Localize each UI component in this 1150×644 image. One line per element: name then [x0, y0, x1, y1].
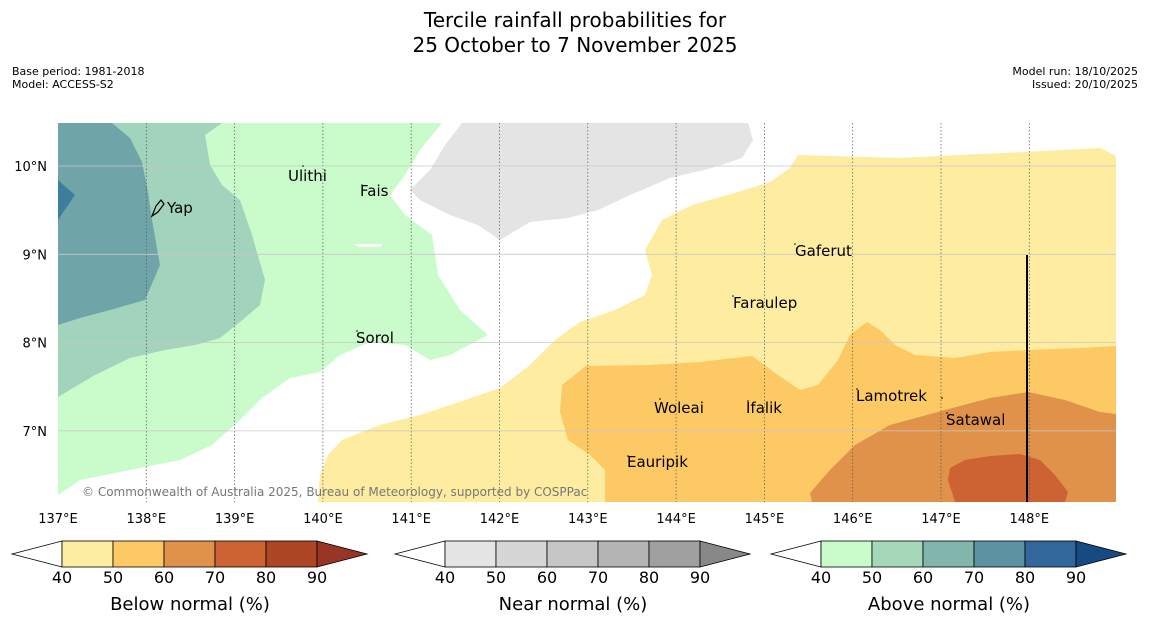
- place-yap: Yap: [166, 199, 193, 217]
- colorbar-tick-label: 50: [103, 568, 123, 587]
- probability-fields: Yap Ulithi Fais Sorol Gaferut Faraulep W…: [58, 123, 1116, 502]
- place-fais: Fais: [360, 182, 389, 200]
- run-info: Model run: 18/10/2025 Issued: 20/10/2025: [1012, 65, 1138, 91]
- below-70-region: [948, 454, 1068, 502]
- lon-tick-label: 140°E: [303, 512, 343, 527]
- lon-tick-label: 143°E: [568, 512, 608, 527]
- colorbar-segment: [597, 540, 650, 568]
- colorbar-tick-label: 50: [486, 568, 506, 587]
- base-period: Base period: 1981-2018: [12, 65, 145, 78]
- colorbar-tick-label: 40: [52, 568, 72, 587]
- colorbar-tick-label: 60: [154, 568, 174, 587]
- colorbar-tick-label: 70: [964, 568, 984, 587]
- colorbar-tick-label: 90: [307, 568, 327, 587]
- islet-blank: [355, 244, 383, 247]
- lon-tick-label: 139°E: [215, 512, 255, 527]
- model-name: Model: ACCESS-S2: [12, 78, 114, 91]
- base-info: Base period: 1981-2018 Model: ACCESS-S2: [12, 65, 144, 91]
- lon-tick-label: 138°E: [127, 512, 167, 527]
- lat-tick-label: 8°N: [23, 337, 48, 352]
- issued-date: Issued: 20/10/2025: [1031, 78, 1138, 91]
- near-40-region: [410, 123, 753, 240]
- lon-tick-label: 147°E: [921, 512, 961, 527]
- place-woleai: Woleai: [654, 399, 704, 417]
- place-ifalik: Ifalik: [746, 399, 782, 417]
- colorbar-segment: [112, 540, 165, 568]
- colorbar-tick-label: 90: [690, 568, 710, 587]
- title-line-1: Tercile rainfall probabilities for: [423, 8, 727, 32]
- colorbar-segment: [820, 540, 873, 568]
- lat-tick-label: 9°N: [23, 248, 48, 263]
- colorbar-tick-label: 40: [811, 568, 831, 587]
- place-gaferut: Gaferut: [795, 242, 852, 260]
- above-70-region: [58, 180, 75, 220]
- place-ulithi: Ulithi: [288, 167, 327, 185]
- colorbar-segment: [214, 540, 267, 568]
- place-satawal: Satawal: [946, 411, 1005, 429]
- colorbar-segment: [444, 540, 497, 568]
- place-eauripik: Eauripik: [627, 453, 688, 471]
- colorbar-under-triangle: [10, 540, 63, 568]
- colorbar-segment: [61, 540, 114, 568]
- latitude-labels: 10°N 9°N 8°N 7°N: [14, 160, 47, 440]
- colorbar-tick-label: 80: [639, 568, 659, 587]
- near-normal-colorbar: Near normal (%) 40 50 60 70 80 90: [393, 540, 752, 615]
- place-faraulep: Faraulep: [733, 294, 797, 312]
- lat-tick-label: 10°N: [14, 160, 47, 175]
- copyright-notice: © Commonwealth of Australia 2025, Bureau…: [82, 485, 587, 499]
- colorbar-under-triangle: [393, 540, 446, 568]
- colorbar-segment: [922, 540, 975, 568]
- lon-tick-label: 142°E: [480, 512, 520, 527]
- below-normal-label: Below normal (%): [110, 594, 270, 615]
- lon-tick-label: 146°E: [833, 512, 873, 527]
- below-normal-colorbar: Below normal (%) 40 50 60 70 80 90: [10, 540, 369, 615]
- title-line-2: 25 October to 7 November 2025: [412, 33, 738, 57]
- colorbar-tick-label: 90: [1066, 568, 1086, 587]
- longitude-labels: 137°E 138°E 139°E 140°E 141°E 142°E 143°E 144°E…: [38, 512, 1049, 527]
- colorbar-tick-label: 70: [205, 568, 225, 587]
- yap-island: [150, 199, 165, 218]
- place-sorol: Sorol: [356, 329, 394, 347]
- colorbar-segment: [973, 540, 1026, 568]
- above-60-region: [58, 123, 160, 325]
- lon-tick-label: 144°E: [656, 512, 696, 527]
- colorbar-segment: [265, 540, 318, 568]
- above-normal-colorbar: Above normal (%) 40 50 60 70 80 90: [769, 540, 1128, 615]
- colorbar-over-triangle: [316, 540, 369, 568]
- colorbar-tick-label: 40: [435, 568, 455, 587]
- grid-lines: [145, 123, 1030, 502]
- colorbar-tick-label: 60: [913, 568, 933, 587]
- colorbar-over-triangle: [1075, 540, 1128, 568]
- lat-tick-label: 7°N: [23, 425, 48, 440]
- lon-tick-label: 137°E: [38, 512, 78, 527]
- colorbar-under-triangle: [769, 540, 822, 568]
- map-title: Tercile rainfall probabilities for 25 Oc…: [0, 8, 1150, 58]
- colorbar-tick-label: 80: [256, 568, 276, 587]
- place-labels: Yap Ulithi Fais Sorol Gaferut Faraulep W…: [150, 165, 1005, 471]
- model-run: Model run: 18/10/2025: [1012, 65, 1138, 78]
- lon-tick-label: 141°E: [391, 512, 431, 527]
- above-normal-label: Above normal (%): [868, 594, 1030, 615]
- colorbar-segment: [546, 540, 599, 568]
- colorbar-tick-label: 60: [537, 568, 557, 587]
- colorbar-segment: [495, 540, 548, 568]
- colorbar-tick-label: 50: [862, 568, 882, 587]
- lon-tick-label: 148°E: [1010, 512, 1050, 527]
- colorbar-tick-label: 80: [1015, 568, 1035, 587]
- lon-tick-label: 145°E: [745, 512, 785, 527]
- near-normal-label: Near normal (%): [499, 594, 648, 615]
- colorbar-segment: [648, 540, 701, 568]
- colorbar-segment: [1024, 540, 1077, 568]
- colorbar-segment: [163, 540, 216, 568]
- colorbar-over-triangle: [699, 540, 752, 568]
- colorbar-tick-label: 70: [588, 568, 608, 587]
- lat-grid-lines: [58, 165, 1116, 432]
- place-lamotrek: Lamotrek: [856, 387, 927, 405]
- colorbar-segment: [871, 540, 924, 568]
